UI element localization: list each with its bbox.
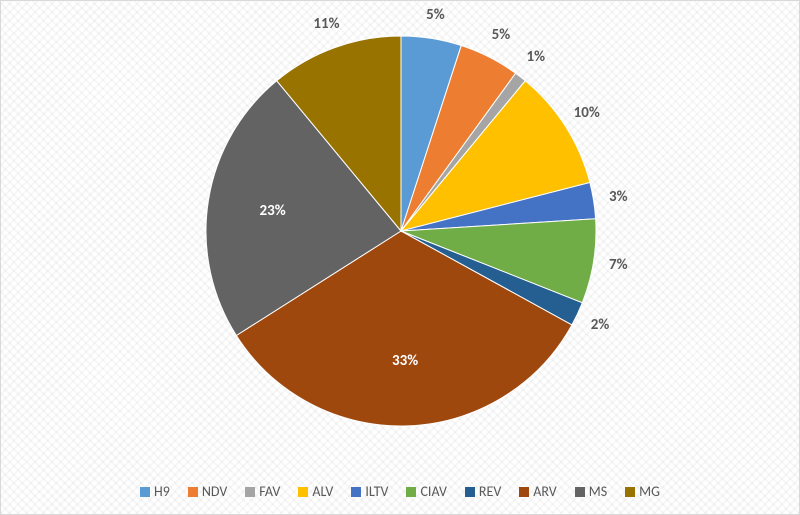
legend-item-h9: H9 (140, 483, 170, 500)
pie-chart-container: 5%5%1%10%3%7%2%33%23%11% H9NDVFAVALVILTV… (0, 0, 800, 515)
legend-swatch-icon (465, 487, 475, 497)
slice-label-ciav: 7% (609, 256, 628, 274)
legend-label: REV (479, 483, 501, 500)
slice-label-h9: 5% (426, 6, 445, 24)
legend-item-ms: MS (575, 483, 607, 500)
legend-item-fav: FAV (245, 483, 280, 500)
legend-swatch-icon (245, 487, 255, 497)
legend-item-ciav: CIAV (406, 483, 446, 500)
legend-label: MG (639, 483, 660, 500)
legend-label: ALV (312, 483, 333, 500)
legend-label: CIAV (420, 483, 446, 500)
legend-swatch-icon (575, 487, 585, 497)
pie-chart-area: 5%5%1%10%3%7%2%33%23%11% (1, 1, 800, 461)
legend-swatch-icon (406, 487, 416, 497)
legend-swatch-icon (188, 487, 198, 497)
legend-label: H9 (154, 483, 170, 500)
chart-legend: H9 NDV FAV ALV ILTV CIAV REV ARV MS MG (1, 479, 799, 506)
legend-label: FAV (259, 483, 280, 500)
legend-item-iltv: ILTV (351, 483, 388, 500)
legend-item-rev: REV (465, 483, 501, 500)
legend-label: ARV (533, 483, 556, 500)
legend-swatch-icon (298, 487, 308, 497)
legend-swatch-icon (351, 487, 361, 497)
pie-chart-svg (204, 34, 598, 428)
legend-swatch-icon (625, 487, 635, 497)
legend-label: ILTV (365, 483, 388, 500)
legend-swatch-icon (519, 487, 529, 497)
legend-item-mg: MG (625, 483, 660, 500)
legend-label: MS (589, 483, 607, 500)
legend-item-arv: ARV (519, 483, 556, 500)
legend-item-ndv: NDV (188, 483, 227, 500)
slice-label-mg: 11% (313, 15, 339, 33)
legend-swatch-icon (140, 487, 150, 497)
slice-label-iltv: 3% (609, 188, 628, 206)
legend-label: NDV (202, 483, 227, 500)
legend-item-alv: ALV (298, 483, 333, 500)
